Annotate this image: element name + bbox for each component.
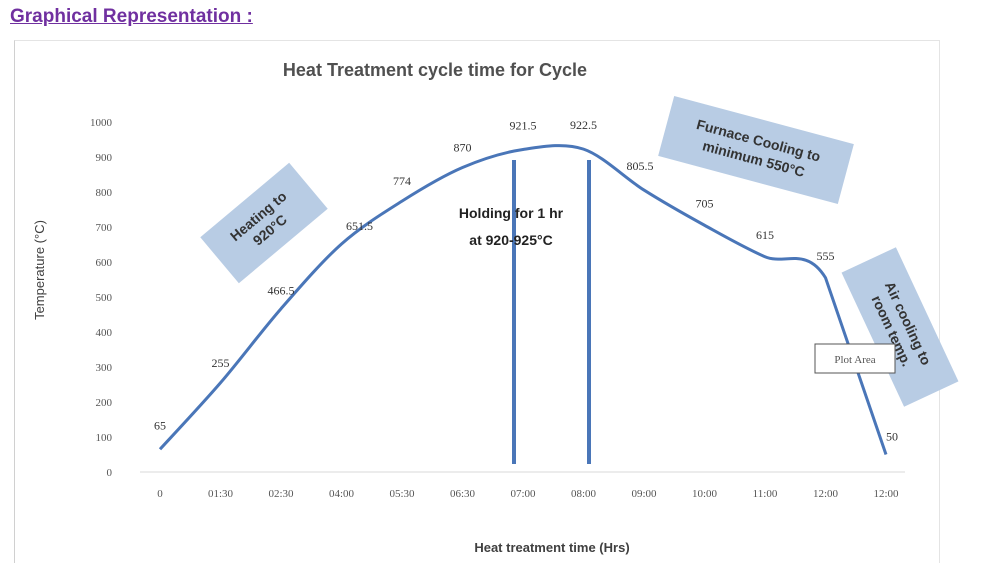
data-label: 615 [756,228,774,242]
y-tick-label: 800 [96,187,113,199]
x-tick-label: 11:00 [753,488,778,500]
annotation-holding-line1: Holding for 1 hr [459,205,564,221]
x-tick-label: 01:30 [208,488,234,500]
data-label: 870 [454,141,472,155]
data-label: 555 [817,249,835,263]
data-label: 466.5 [268,284,295,298]
data-label: 705 [696,196,714,210]
plot-area-tooltip: Plot Area [814,343,896,374]
x-tick-label: 08:00 [571,488,597,500]
y-tick-label: 100 [96,432,113,444]
annotation-air-cooling: Air cooling to room temp. [841,247,959,407]
x-tick-label: 10:00 [692,488,718,500]
y-tick-label: 200 [96,397,113,409]
chart-title: Heat Treatment cycle time for Cycle [283,60,587,80]
annotation-holding-line2: at 920-925°C [469,232,552,248]
annotation-heating: Heating to 920°C [200,162,328,284]
x-tick-label: 09:00 [631,488,657,500]
plot-area-tooltip-text: Plot Area [834,354,875,366]
x-tick-label: 06:30 [450,488,476,500]
y-tick-label: 400 [96,327,113,339]
data-label: 922.5 [570,118,597,132]
x-axis-title: Heat treatment time (Hrs) [474,540,629,555]
temperature-series-line [158,144,888,455]
y-tick-label: 900 [96,152,113,164]
y-tick-label: 700 [96,222,113,234]
y-tick-label: 1000 [90,117,113,129]
data-label: 50 [886,430,898,444]
x-tick-label: 04:00 [329,488,355,500]
data-label: 921.5 [510,118,537,132]
section-heading: Graphical Representation : [10,6,253,27]
data-label: 255 [212,356,230,370]
y-tick-label: 300 [96,362,113,374]
data-label: 65 [154,418,166,432]
y-tick-label: 500 [96,292,113,304]
x-tick-label: 07:00 [510,488,536,500]
y-tick-label: 600 [96,257,113,269]
annotation-furnace: Furnace Cooling to minimum 550°C [658,95,854,205]
x-tick-label: 05:30 [389,488,415,500]
x-tick-label: 0 [157,488,163,500]
data-label: 651.5 [346,219,373,233]
y-tick-label: 0 [107,467,113,479]
x-tick-label: 12:00 [873,488,899,500]
x-tick-label: 02:30 [268,488,294,500]
chart-frame [14,40,940,563]
y-axis-title: Temperature (°C) [32,220,47,320]
data-label: 805.5 [627,159,654,173]
data-label: 774 [393,174,411,188]
x-tick-label: 12:00 [813,488,839,500]
